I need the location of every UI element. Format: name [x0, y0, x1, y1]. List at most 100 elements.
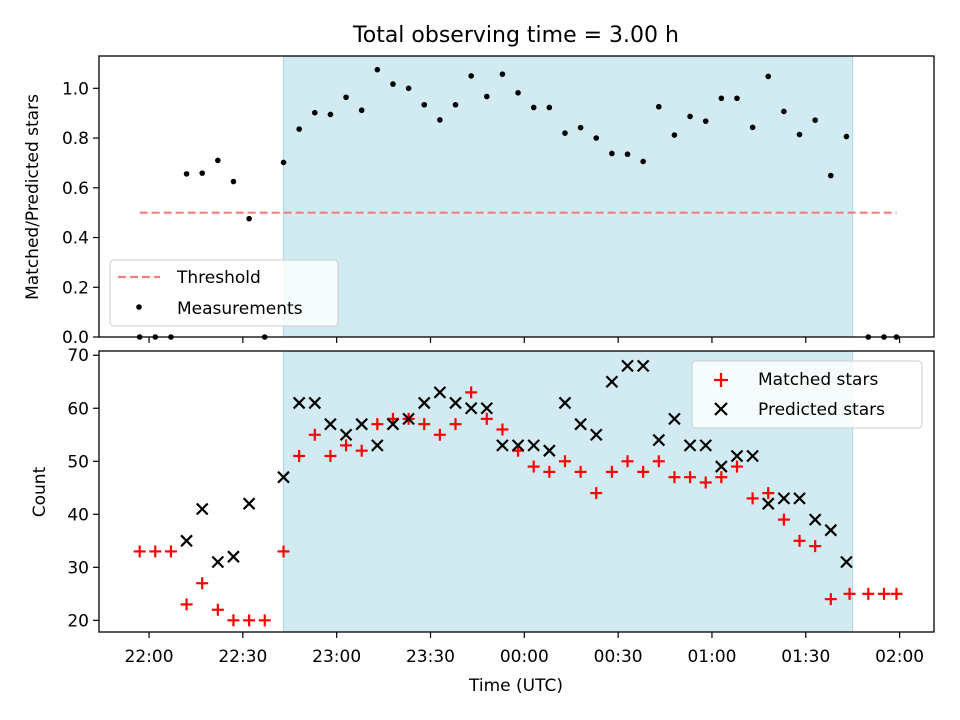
predicted-marker-b: [621, 359, 634, 373]
predicted-star-point: [195, 502, 209, 516]
measurement-point: [215, 157, 221, 164]
predicted-star-point: [605, 375, 619, 389]
predicted-star-point: [324, 417, 337, 431]
measurement-point: [812, 117, 818, 123]
predicted-marker-b: [211, 555, 225, 569]
predicted-marker-b: [195, 502, 209, 516]
matched-star-point: [496, 423, 509, 436]
chart-title: Total observing time = 3.00 h: [352, 23, 679, 48]
matched-star-point: [527, 460, 540, 473]
matched-star-point: [340, 439, 353, 452]
predicted-marker-b: [543, 444, 556, 457]
matched-star-point: [355, 444, 368, 457]
measurement-point: [655, 103, 662, 110]
predicted-star-point: [292, 396, 306, 410]
predicted-marker-b: [339, 428, 353, 442]
measurement-point: [468, 73, 474, 79]
predicted-star-point: [668, 412, 681, 426]
measurement-point: [374, 66, 381, 73]
predicted-star-point: [211, 555, 225, 569]
matched-star-point: [558, 455, 571, 468]
legend-predicted-label: Predicted stars: [758, 400, 885, 420]
matched-star-point: [449, 418, 462, 431]
predicted-star-point: [761, 497, 775, 510]
y-tick-label: 30: [67, 558, 89, 578]
predicted-marker-b: [527, 439, 540, 452]
measurement-point: [765, 73, 772, 80]
predicted-marker-b: [761, 497, 775, 510]
predicted-star-point: [308, 396, 322, 410]
matched-star-point: [668, 471, 681, 484]
predicted-star-point: [589, 428, 603, 442]
predicted-marker-b: [417, 396, 431, 410]
matched-star-point: [258, 614, 271, 627]
predicted-star-point: [730, 449, 744, 463]
y-tick-label: 20: [67, 611, 89, 631]
y-tick-label: 70: [67, 346, 89, 366]
predicted-marker-b: [433, 386, 447, 399]
measurement-point: [593, 135, 600, 141]
legend-matched-swatch: [714, 373, 728, 387]
predicted-marker-b: [808, 513, 822, 526]
x-tick-label: 00:30: [594, 647, 643, 667]
predicted-star-point: [339, 428, 353, 442]
measurement-point: [280, 159, 287, 166]
predicted-star-point: [402, 412, 415, 426]
y-tick-label: 0.8: [62, 129, 89, 149]
measurement-point: [562, 130, 568, 136]
legend-matched-label: Matched stars: [758, 370, 878, 390]
predicted-marker-b: [683, 439, 697, 452]
predicted-marker-b: [574, 417, 587, 431]
matched-star-point: [243, 614, 256, 627]
measurement-point: [577, 124, 584, 131]
count-y-axis-label: Count: [30, 466, 50, 517]
y-tick-label: 0.6: [62, 179, 89, 199]
predicted-star-point: [715, 460, 728, 473]
predicted-star-point: [558, 396, 572, 410]
measurement-point: [827, 172, 834, 179]
predicted-marker-b: [277, 470, 290, 484]
predicted-marker-b: [402, 412, 415, 426]
matched-star-point: [418, 418, 431, 431]
predicted-marker-b: [824, 523, 838, 537]
matched-star-point: [371, 418, 384, 431]
matched-star-point: [762, 487, 775, 500]
predicted-star-point: [621, 359, 634, 373]
measurement-point: [640, 158, 646, 165]
measurement-point: [734, 95, 740, 102]
predicted-marker-b: [180, 534, 193, 548]
predicted-marker-b: [840, 555, 853, 569]
matched-star-point: [543, 465, 556, 478]
predicted-marker-b: [746, 449, 759, 463]
predicted-star-point: [683, 439, 697, 452]
observing-window-span: [283, 55, 854, 338]
predicted-marker-b: [227, 550, 240, 563]
predicted-marker-b: [292, 396, 306, 410]
predicted-marker-b: [242, 497, 256, 510]
x-tick-label: 22:30: [218, 647, 267, 667]
predicted-star-point: [180, 534, 193, 548]
matched-star-point: [809, 540, 822, 553]
ratio-legend: Threshold Measurements: [109, 259, 339, 327]
measurement-point: [390, 81, 396, 87]
matched-star-point: [824, 593, 837, 606]
matched-star-point: [730, 460, 743, 473]
predicted-star-point: [242, 497, 256, 510]
measurement-point: [183, 171, 190, 177]
predicted-marker-b: [511, 439, 525, 452]
predicted-star-point: [824, 523, 838, 537]
measurement-point: [437, 117, 443, 123]
matched-star-point: [277, 545, 290, 558]
predicted-marker-b: [355, 417, 368, 431]
matched-star-point: [746, 492, 759, 505]
measurement-point: [749, 124, 756, 131]
matched-star-point: [684, 471, 697, 484]
count-panel: 20 30 40 50 60 70 22:00 22:30 23:00 23:30 00:00 00…: [30, 346, 935, 667]
predicted-star-point: [652, 433, 666, 447]
predicted-marker-b: [558, 396, 572, 410]
y-tick-label: 40: [67, 505, 89, 525]
measurement-point: [296, 126, 302, 132]
matched-star-point: [227, 614, 240, 627]
measurement-point: [483, 93, 490, 100]
predicted-star-point: [496, 439, 509, 452]
